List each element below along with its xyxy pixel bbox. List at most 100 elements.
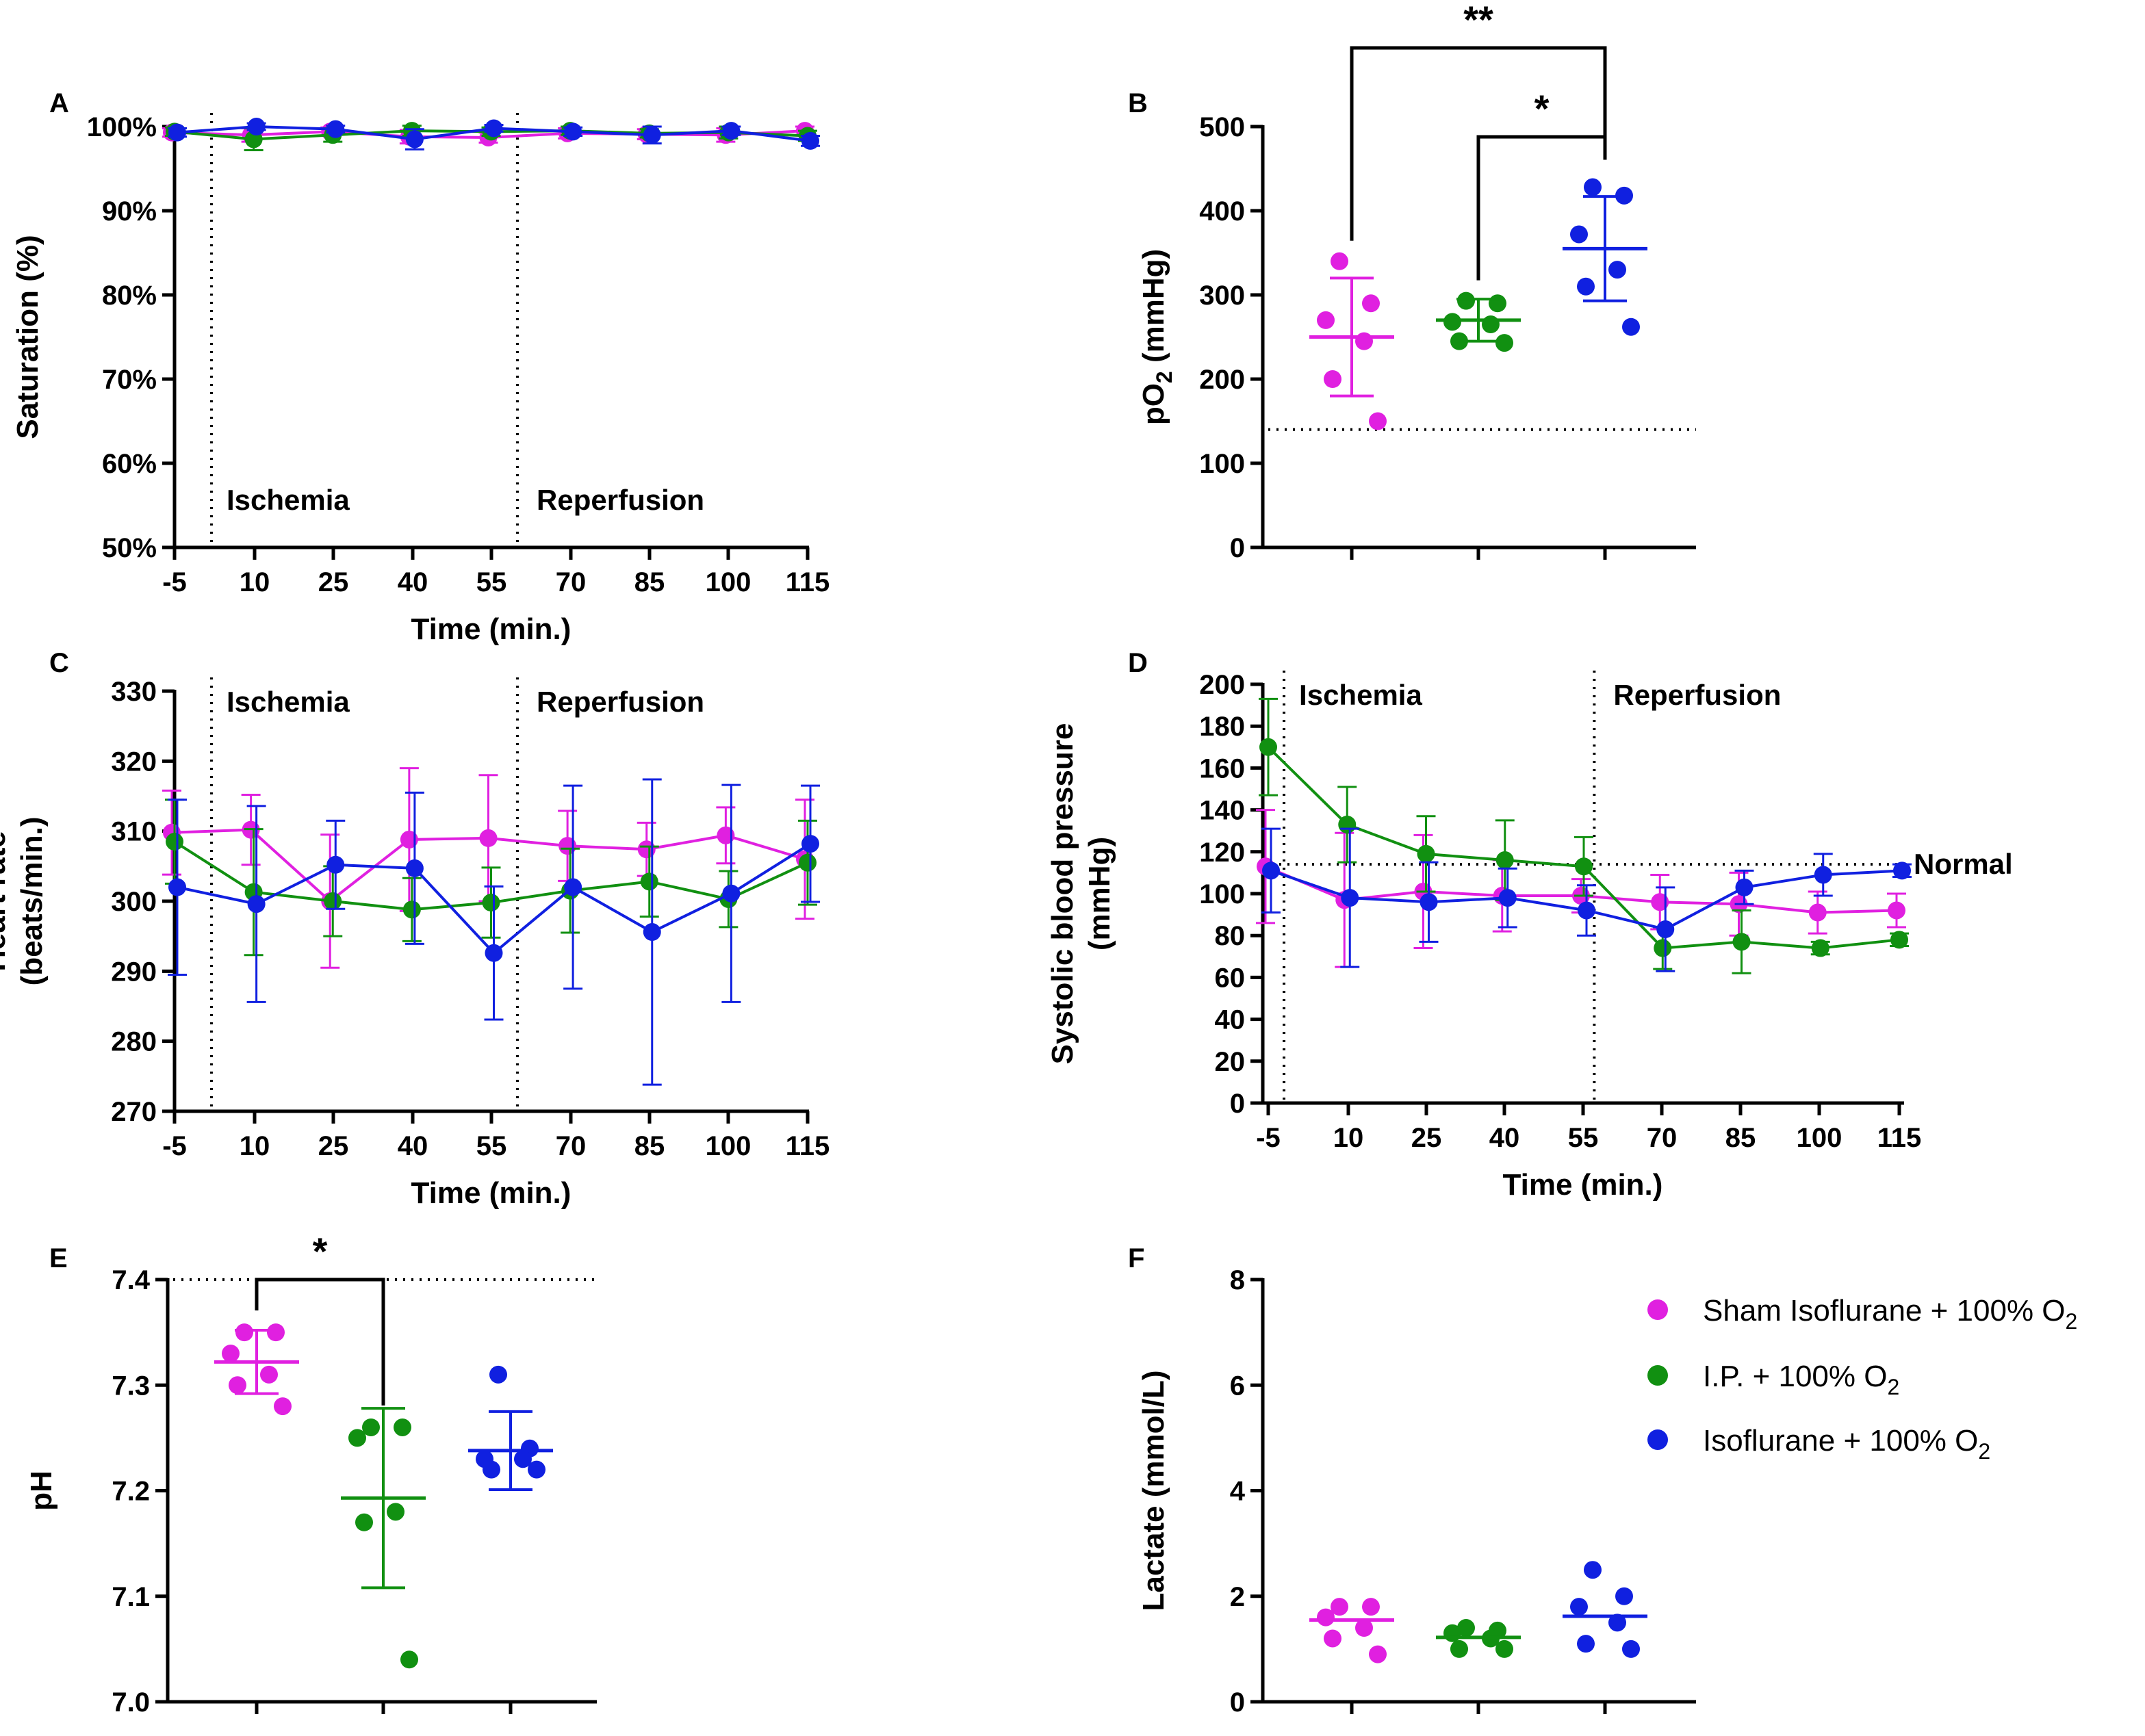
data-point-ip-D-5 bbox=[1654, 939, 1672, 957]
data-point-ip-B-3 bbox=[1482, 315, 1500, 334]
x-tick-label-C-7: 100 bbox=[706, 1131, 752, 1161]
annotation-reperfusion-C: Reperfusion bbox=[537, 686, 704, 718]
data-point-iso-D-8 bbox=[1893, 861, 1911, 880]
y-tick-label-A-4: 90% bbox=[102, 196, 157, 226]
y-axis-title-line2-C: (beats/min.) bbox=[15, 817, 49, 986]
panel-f-lactate-chart: F 0 2 4 6 8 Lactate (mmol/L) bbox=[1128, 1243, 1696, 1718]
panel-label-B: B bbox=[1128, 88, 1148, 118]
x-tick-label-A-7: 100 bbox=[706, 567, 752, 597]
data-point-sham-E-3 bbox=[260, 1365, 278, 1384]
x-axis-title-A: Time (min.) bbox=[411, 612, 571, 646]
annotation-ischemia-C: Ischemia bbox=[227, 686, 350, 718]
data-point-ip-F-4 bbox=[1450, 1640, 1468, 1658]
data-point-sham-C-4 bbox=[479, 829, 498, 847]
data-point-ip-C-8 bbox=[799, 853, 817, 872]
panel-d-systolic-pressure-chart: D 0 20 40 60 80 100 120 140 160 180 200 -5 10 25 40 55 70… bbox=[1046, 648, 2013, 1202]
data-point-iso-D-4 bbox=[1578, 901, 1595, 920]
data-point-ip-E-5 bbox=[400, 1650, 418, 1669]
series-ip-D bbox=[1259, 697, 1909, 974]
significance-bracket-B-0: ** bbox=[1350, 0, 1607, 241]
y-axis-title-line2-D: (mmHg) bbox=[1083, 837, 1116, 950]
x-tick-label-C-5: 70 bbox=[556, 1131, 587, 1161]
data-point-iso-D-7 bbox=[1814, 866, 1832, 884]
data-point-iso-B-3 bbox=[1608, 261, 1626, 279]
significance-label-B-0: ** bbox=[1463, 0, 1493, 41]
data-point-ip-E-0 bbox=[362, 1418, 380, 1436]
y-tick-label-B-5: 500 bbox=[1199, 112, 1245, 142]
data-point-sham-F-5 bbox=[1369, 1645, 1387, 1663]
x-tick-label-C-3: 40 bbox=[398, 1131, 428, 1161]
data-point-sham-F-3 bbox=[1355, 1619, 1373, 1637]
data-point-ip-D-6 bbox=[1732, 933, 1751, 951]
x-tick-label-C-4: 55 bbox=[476, 1131, 507, 1161]
group-ip-E bbox=[341, 1407, 426, 1669]
y-tick-label-E-2: 7.2 bbox=[112, 1477, 150, 1507]
legend-marker-ip bbox=[1647, 1365, 1668, 1386]
data-point-ip-F-2 bbox=[1443, 1624, 1461, 1642]
y-axis-title-C: Heart rate bbox=[0, 831, 12, 971]
legend: Sham Isoflurane + 100% O2 I.P. + 100% O2… bbox=[1647, 1294, 2077, 1464]
data-point-ip-C-2 bbox=[324, 892, 342, 910]
data-point-iso-D-2 bbox=[1420, 893, 1438, 911]
data-point-iso-A-7 bbox=[722, 122, 741, 140]
data-point-iso-B-5 bbox=[1622, 318, 1640, 336]
panel-label-C: C bbox=[49, 648, 69, 678]
data-point-ip-C-6 bbox=[640, 872, 658, 891]
y-tick-label-E-0: 7.0 bbox=[112, 1687, 150, 1718]
legend-marker-sham bbox=[1647, 1299, 1668, 1320]
annotation-ischemia-A: Ischemia bbox=[227, 484, 350, 516]
data-point-iso-A-5 bbox=[564, 122, 582, 141]
data-point-iso-E-5 bbox=[528, 1460, 545, 1479]
legend-label-sham: Sham Isoflurane + 100% O2 bbox=[1703, 1294, 2077, 1334]
data-point-sham-E-4 bbox=[229, 1376, 246, 1395]
data-point-ip-E-3 bbox=[387, 1503, 404, 1521]
data-point-iso-C-5 bbox=[564, 878, 582, 896]
y-tick-label-C-1: 280 bbox=[111, 1027, 157, 1057]
data-point-iso-F-5 bbox=[1622, 1640, 1640, 1658]
y-tick-label-F-0: 0 bbox=[1230, 1687, 1245, 1718]
data-point-ip-C-0 bbox=[166, 833, 183, 851]
y-tick-label-F-4: 8 bbox=[1230, 1265, 1245, 1295]
data-point-ip-D-8 bbox=[1890, 931, 1908, 949]
y-tick-label-A-2: 70% bbox=[102, 365, 157, 395]
x-tick-label-A-5: 70 bbox=[556, 567, 587, 597]
data-point-ip-E-2 bbox=[348, 1429, 366, 1447]
y-axis-title-D: Systolic blood pressure bbox=[1046, 723, 1079, 1065]
y-tick-label-F-3: 6 bbox=[1230, 1371, 1245, 1401]
panel-label-A: A bbox=[49, 88, 69, 118]
y-tick-label-C-5: 320 bbox=[111, 747, 157, 777]
group-ip-B bbox=[1436, 292, 1521, 352]
y-tick-label-B-4: 400 bbox=[1199, 196, 1245, 226]
group-iso-F bbox=[1563, 1561, 1647, 1658]
y-axis-title-A: Saturation (%) bbox=[11, 235, 44, 439]
data-point-ip-D-2 bbox=[1417, 844, 1435, 863]
significance-label-E-0: * bbox=[313, 1230, 328, 1273]
data-point-iso-F-3 bbox=[1608, 1614, 1626, 1632]
x-tick-label-C-8: 115 bbox=[786, 1131, 830, 1161]
data-point-ip-F-0 bbox=[1457, 1619, 1475, 1637]
data-point-iso-C-8 bbox=[801, 835, 819, 853]
data-point-iso-C-7 bbox=[722, 884, 741, 903]
data-point-iso-E-3 bbox=[514, 1450, 532, 1468]
annotation-reperfusion-A: Reperfusion bbox=[537, 484, 704, 516]
data-point-sham-E-2 bbox=[222, 1344, 240, 1362]
y-tick-label-C-4: 310 bbox=[111, 817, 157, 847]
y-tick-label-D-10: 200 bbox=[1199, 670, 1245, 700]
group-sham-E bbox=[214, 1323, 299, 1416]
group-iso-E bbox=[468, 1365, 553, 1491]
data-point-iso-C-4 bbox=[485, 944, 503, 962]
y-tick-label-B-3: 300 bbox=[1199, 281, 1245, 311]
x-axis-title-D: Time (min.) bbox=[1503, 1168, 1663, 1202]
y-axis-title-F: Lactate (mmol/L) bbox=[1137, 1370, 1170, 1611]
data-point-iso-A-1 bbox=[247, 118, 266, 135]
y-tick-label-C-6: 330 bbox=[111, 677, 157, 707]
data-point-sham-F-4 bbox=[1324, 1629, 1341, 1648]
series-sham-D bbox=[1256, 809, 1906, 968]
group-sham-F bbox=[1309, 1598, 1394, 1663]
x-tick-label-D-2: 25 bbox=[1411, 1123, 1442, 1153]
y-axis-title-E: pH bbox=[25, 1471, 58, 1511]
data-point-ip-D-1 bbox=[1338, 816, 1357, 834]
data-point-iso-D-5 bbox=[1656, 920, 1675, 939]
y-tick-label-D-8: 160 bbox=[1199, 753, 1245, 783]
